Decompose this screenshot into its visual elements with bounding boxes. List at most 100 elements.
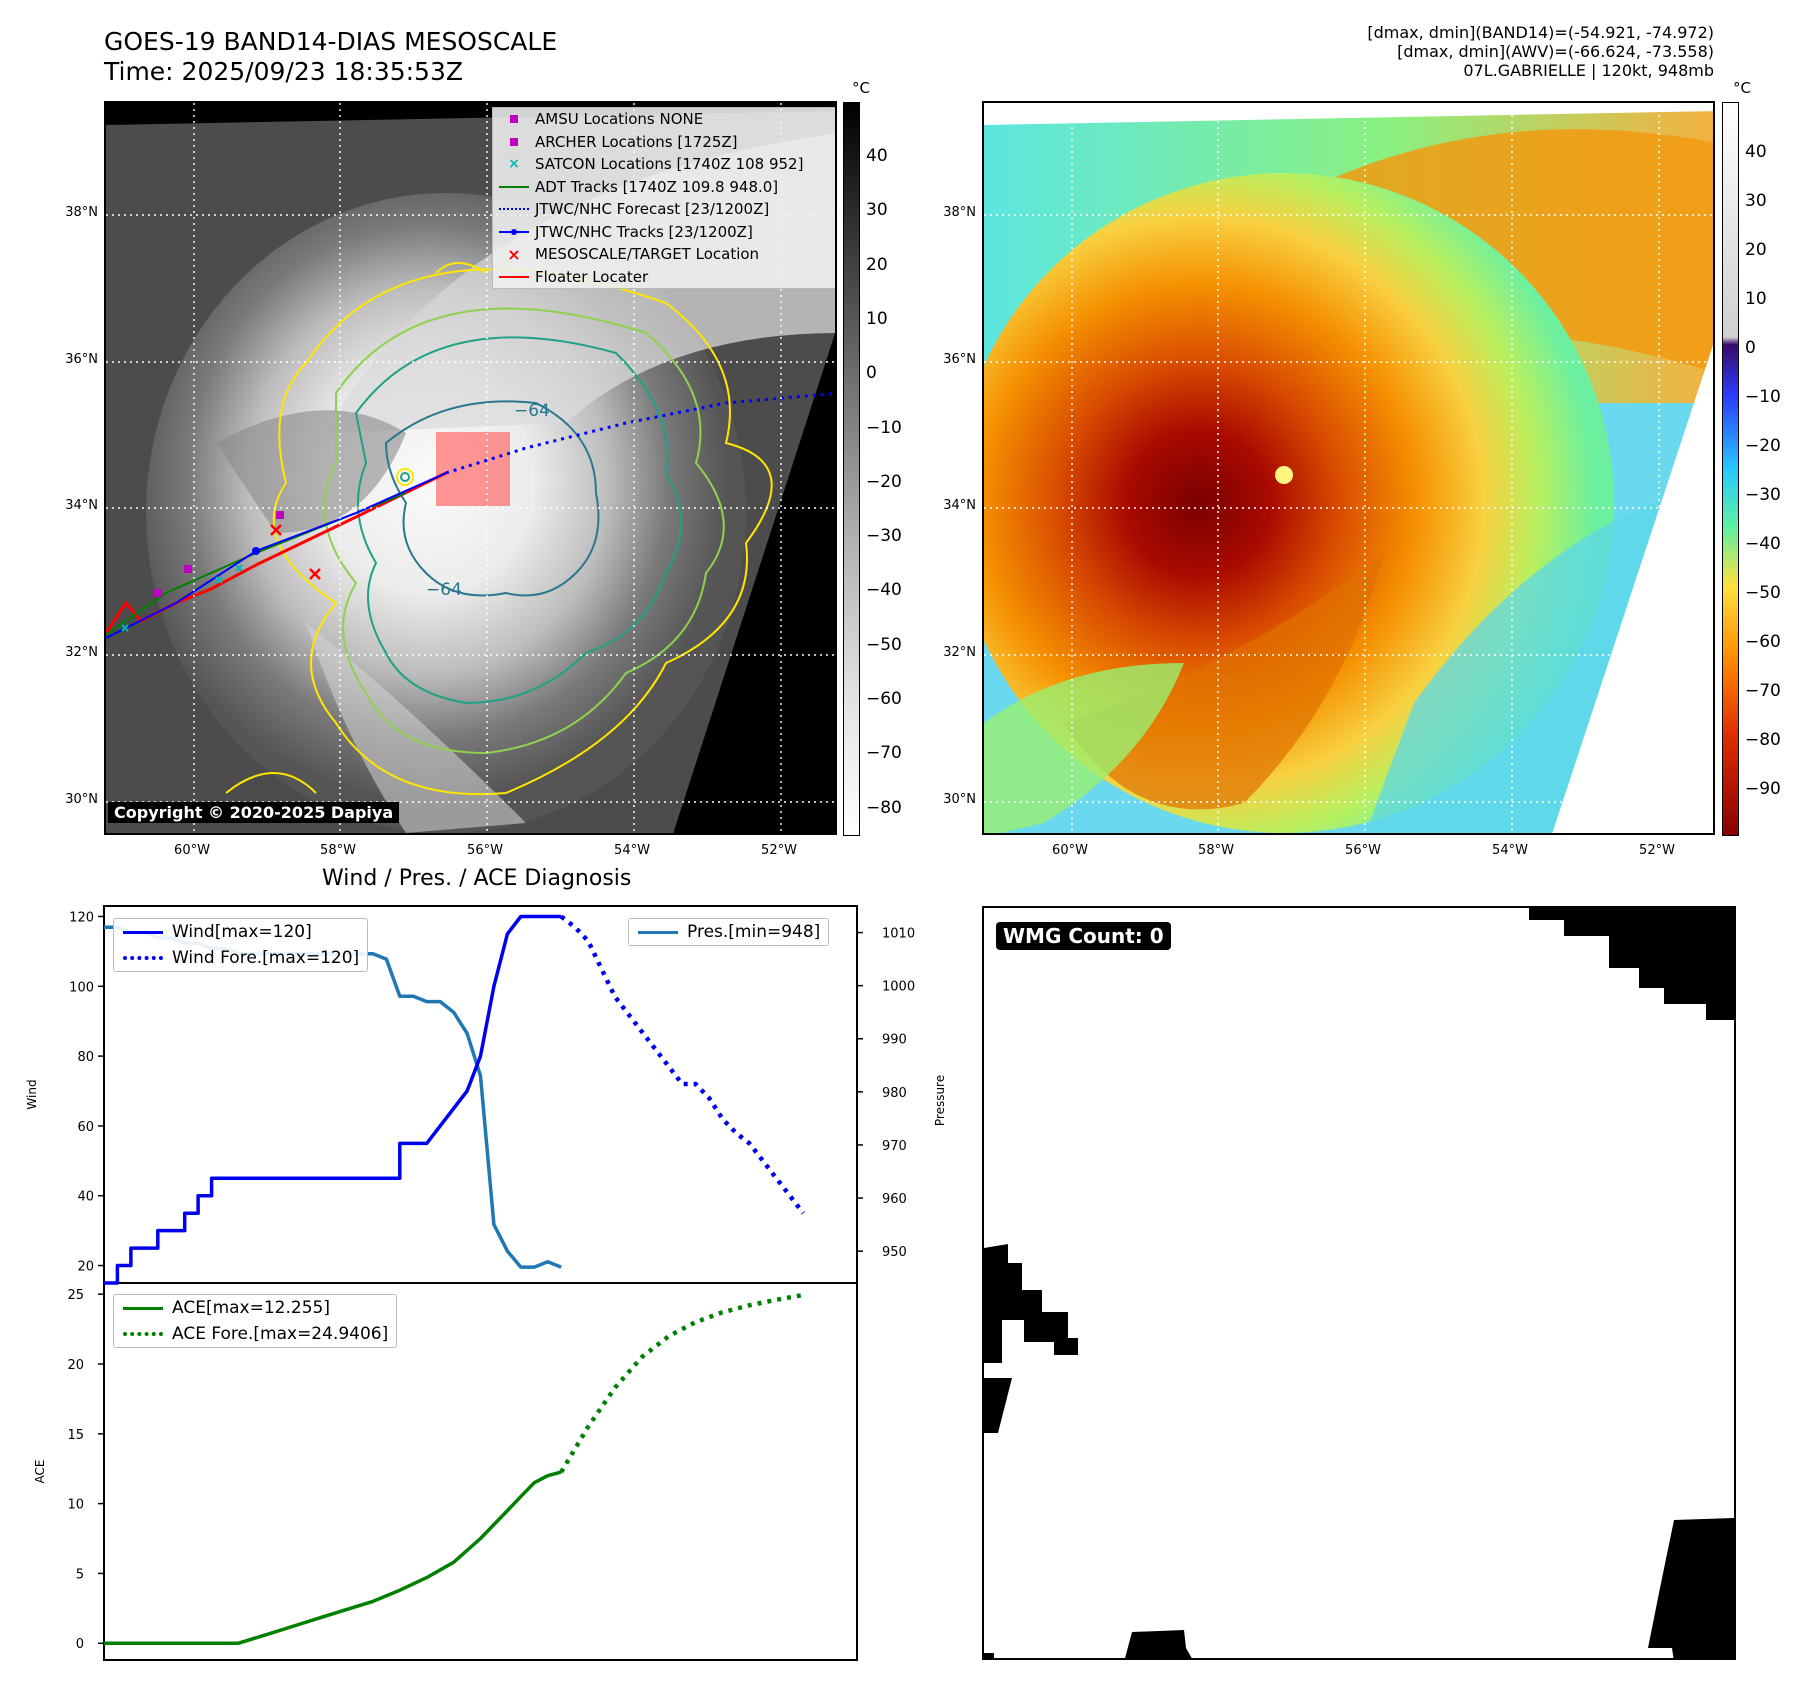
ir-colorbar-tick: −60 <box>866 689 902 709</box>
ace-tick-label: 15 <box>67 1428 84 1443</box>
wmg-count-label: WMG Count: 0 <box>996 922 1171 950</box>
wind-tick-label: 60 <box>77 1120 94 1135</box>
ir-colorbar-tick: −80 <box>866 797 902 818</box>
wind-tick-label: 40 <box>77 1190 94 1205</box>
ir-colorbar-tick: −30 <box>866 526 902 547</box>
wmg-panel: WMG Count: 0 <box>982 906 1736 1660</box>
ir-legend: AMSU Locations NONE ARCHER Locations [17… <box>492 107 835 289</box>
legend-item: ACE Fore.[max=24.9406] <box>114 1321 396 1347</box>
legend-label: ARCHER Locations [1725Z] <box>535 132 738 151</box>
legend-label: ACE[max=12.255] <box>172 1298 330 1318</box>
lon-tick-label: 56°W <box>467 843 503 858</box>
wind-forecast-line <box>559 914 805 1215</box>
legend-item: × SATCON Locations [1740Z 108 952] <box>508 155 804 174</box>
awv-colorbar-tick: −80 <box>1745 730 1781 750</box>
jtwc-track-point <box>252 547 260 555</box>
wmg-image <box>984 908 1734 1658</box>
ir-colorbar-tick: 30 <box>866 200 888 221</box>
pressure-tick-label: 950 <box>882 1245 907 1260</box>
awv-image-panel <box>982 101 1715 835</box>
lat-tick-label: 32°N <box>943 645 976 660</box>
lat-tick-label: 32°N <box>65 645 98 660</box>
contour-label: −64 <box>514 401 550 421</box>
lon-tick-label: 58°W <box>320 843 356 858</box>
lat-tick-label: 38°N <box>65 205 98 220</box>
awv-colorbar <box>1722 102 1739 836</box>
ace-axes-frame <box>103 1282 858 1661</box>
lat-tick-label: 36°N <box>943 352 976 367</box>
lat-tick-label: 34°N <box>943 498 976 513</box>
ir-colorbar-tick: −50 <box>866 634 902 655</box>
storm-info: [dmax, dmin](BAND14)=(-54.921, -74.972) … <box>1367 23 1714 80</box>
lat-tick-label: 36°N <box>65 352 98 367</box>
ir-colorbar-tick: −70 <box>866 743 902 764</box>
ace-tick-label: 0 <box>76 1637 84 1652</box>
legend-label: ACE Fore.[max=24.9406] <box>172 1324 389 1344</box>
pressure-line <box>104 925 562 1269</box>
legend-label: JTWC/NHC Forecast [23/1200Z] <box>535 200 770 219</box>
pressure-tick-label: 1000 <box>882 980 915 995</box>
awv-colorbar-tick: −60 <box>1745 632 1781 652</box>
legend-label: MESOSCALE/TARGET Location <box>535 245 760 264</box>
lat-tick-label: 30°N <box>943 792 976 807</box>
contour-label: −64 <box>426 580 462 600</box>
ir-colorbar-tick: −20 <box>866 471 902 492</box>
wind-line <box>104 914 562 1285</box>
lon-tick-label: 56°W <box>1345 843 1381 858</box>
ir-image-panel: −64 −64 AMSU Locat <box>104 101 837 835</box>
awv-image <box>984 103 1713 833</box>
map-gridlines <box>106 103 835 833</box>
lat-tick-label: 34°N <box>65 498 98 513</box>
diagnosis-title: Wind / Pres. / ACE Diagnosis <box>322 866 632 891</box>
legend-label: AMSU Locations NONE <box>535 110 704 129</box>
awv-colorbar-tick: 10 <box>1745 289 1767 309</box>
info-awv: [dmax, dmin](AWV)=(-66.624, -73.558) <box>1397 42 1714 61</box>
legend-item: Floater Locater <box>493 266 835 289</box>
ir-colorbar-tick: −40 <box>866 580 902 601</box>
ace-axis-label: ACE <box>33 1460 47 1484</box>
wind-tick-label: 80 <box>77 1050 94 1065</box>
lon-tick-label: 54°W <box>614 843 650 858</box>
ir-colorbar-tick: −10 <box>866 417 902 438</box>
ir-colorbar-unit: °C <box>852 79 870 97</box>
legend-label: Wind[max=120] <box>172 922 312 942</box>
legend-label: Wind Fore.[max=120] <box>172 948 360 968</box>
lon-tick-label: 58°W <box>1198 843 1234 858</box>
legend-item: Wind Fore.[max=120] <box>114 945 367 971</box>
awv-colorbar-tick: −20 <box>1745 436 1781 456</box>
wind-axis-label: Wind <box>25 1079 39 1109</box>
awv-colorbar-tick: 20 <box>1745 240 1767 260</box>
awv-colorbar-tick: −40 <box>1745 534 1781 554</box>
copyright-label: Copyright © 2020-2025 Dapiya <box>108 802 400 823</box>
legend-item: ACE[max=12.255] <box>114 1295 396 1321</box>
legend-label: JTWC/NHC Tracks [23/1200Z] <box>535 222 753 241</box>
legend-item: ADT Tracks [1740Z 109.8 948.0] <box>493 176 835 199</box>
legend-item: AMSU Locations NONE <box>493 108 835 131</box>
pressure-tick-label: 970 <box>882 1139 907 1154</box>
pressure-legend: Pres.[min=948] <box>628 918 830 946</box>
figure-title: GOES-19 BAND14-DIAS MESOSCALE Time: 2025… <box>104 27 557 87</box>
title-line-1: GOES-19 BAND14-DIAS MESOSCALE <box>104 27 558 56</box>
map-gridlines <box>984 103 1713 833</box>
wind-legend: Wind[max=120] Wind Fore.[max=120] <box>113 918 369 972</box>
archer-markers <box>154 511 284 597</box>
ir-colorbar-tick: 40 <box>866 146 888 166</box>
awv-colorbar-tick: −50 <box>1745 583 1781 603</box>
ace-forecast-line <box>559 1292 804 1474</box>
wind-tick-label: 100 <box>69 980 94 995</box>
ace-legend: ACE[max=12.255] ACE Fore.[max=24.9406] <box>113 1294 398 1348</box>
satcon-markers <box>121 564 243 632</box>
wind-tick-label: 120 <box>69 910 94 925</box>
ir-colorbar-tick: 10 <box>866 308 888 329</box>
awv-colorbar-tick: 30 <box>1745 191 1767 211</box>
pressure-tick-label: 980 <box>882 1086 907 1101</box>
legend-item: JTWC/NHC Tracks [23/1200Z] <box>493 221 835 244</box>
awv-colorbar-tick: −70 <box>1745 681 1781 701</box>
mesoscale-target-marker <box>270 524 321 580</box>
lon-tick-label: 60°W <box>174 843 210 858</box>
awv-colorbar-tick: −10 <box>1745 387 1781 407</box>
pressure-tick-label: 990 <box>882 1033 907 1048</box>
ir-colorbar-tick: 0 <box>866 363 877 384</box>
awv-colorbar-tick: 40 <box>1745 142 1767 162</box>
title-line-2: Time: 2025/09/23 18:35:53Z <box>104 57 463 86</box>
